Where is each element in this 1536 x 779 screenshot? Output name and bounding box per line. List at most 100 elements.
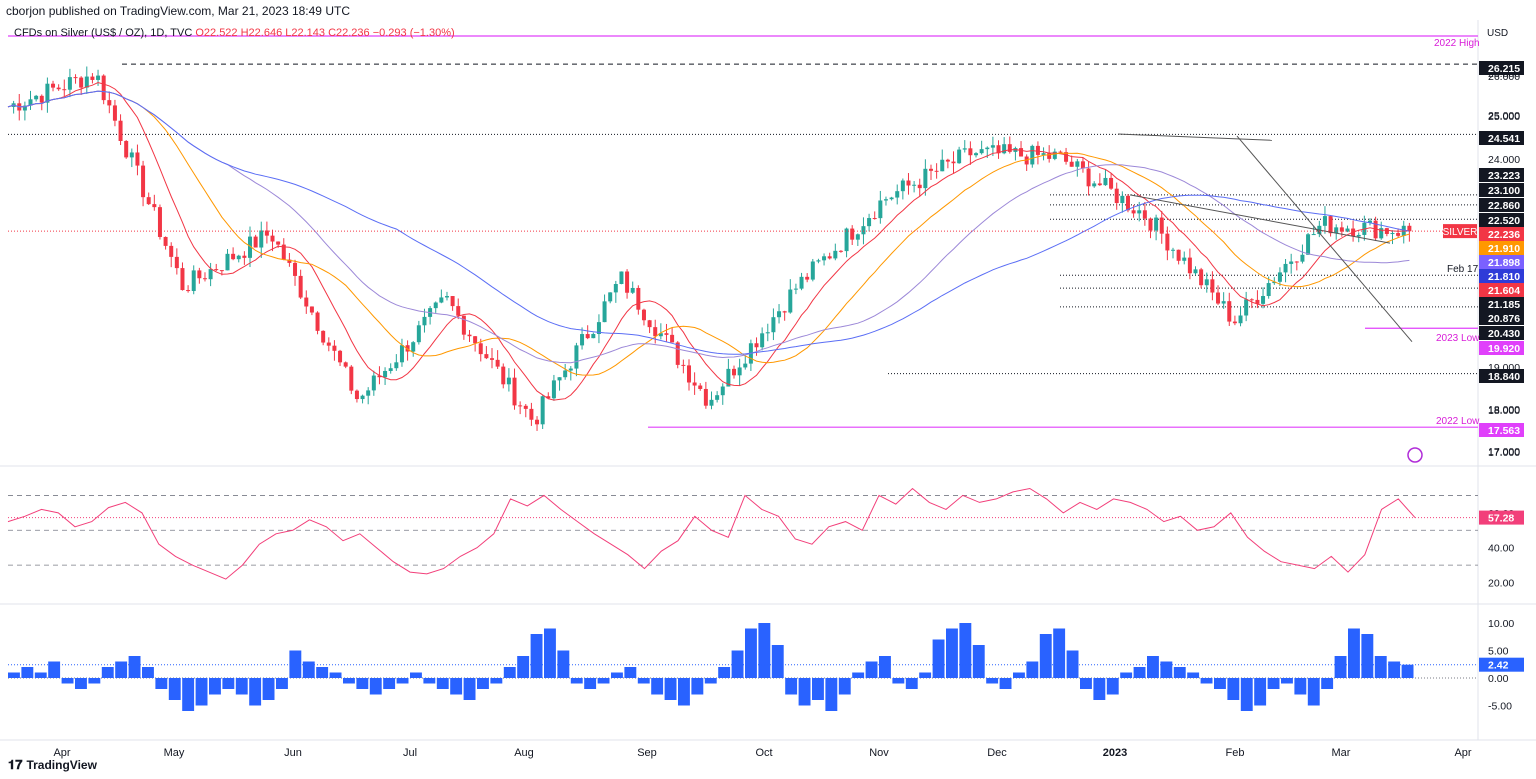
candle-body	[28, 99, 33, 106]
candle-body	[343, 362, 348, 367]
candle-body	[225, 253, 230, 271]
momentum-bar	[986, 678, 999, 684]
x-tick-label: Nov	[869, 747, 889, 759]
candle-body	[101, 75, 106, 101]
candle-body	[1064, 152, 1069, 162]
candle-body	[360, 395, 365, 400]
candle-body	[62, 89, 67, 91]
candle-body	[276, 241, 281, 245]
momentum-axis-label: 2.42	[1488, 660, 1509, 672]
candle-body	[456, 306, 461, 316]
candle-body	[782, 311, 787, 313]
candle-body	[1176, 249, 1181, 261]
candle-body	[84, 76, 89, 88]
candle-body	[163, 236, 168, 246]
momentum-bar	[423, 678, 436, 684]
candle-body	[1255, 299, 1260, 304]
momentum-bar	[1348, 628, 1360, 678]
candle-body	[1294, 261, 1299, 263]
momentum-bar	[1294, 678, 1307, 695]
momentum-bar	[691, 678, 704, 695]
momentum-bar	[745, 628, 757, 678]
price-axis-box	[1479, 341, 1524, 355]
price-axis-label: 17.563	[1488, 425, 1520, 437]
candle-body	[765, 332, 770, 334]
candle-body	[777, 311, 782, 318]
candle-body	[1069, 161, 1074, 167]
x-tick-label: Apr	[53, 747, 70, 759]
candle-body	[461, 315, 466, 335]
momentum-bar	[128, 656, 141, 678]
momentum-bar	[879, 656, 891, 678]
candle-body	[703, 388, 708, 406]
candle-body	[793, 288, 798, 290]
candle-body	[613, 284, 618, 293]
momentum-bar	[664, 678, 677, 700]
candle-body	[726, 368, 731, 387]
candle-body	[732, 368, 737, 376]
candle-body	[197, 270, 202, 279]
candle-body	[591, 334, 596, 339]
candle-body	[1052, 151, 1057, 159]
momentum-bar	[1374, 656, 1387, 678]
momentum-bar	[919, 672, 932, 678]
price-axis-box	[1479, 241, 1524, 255]
momentum-bar	[450, 678, 463, 695]
momentum-bar	[1106, 678, 1119, 695]
candle-body	[236, 255, 241, 260]
momentum-bar	[209, 678, 221, 695]
candle-body	[293, 262, 298, 276]
momentum-bar	[517, 656, 530, 678]
candle-body	[259, 230, 264, 248]
candle-body	[1047, 153, 1052, 159]
price-axis-box	[1479, 61, 1524, 75]
momentum-bar	[356, 678, 369, 689]
price-axis-box	[1479, 227, 1524, 241]
candle-body	[563, 370, 568, 378]
momentum-bar	[946, 628, 958, 678]
momentum-bar	[865, 661, 878, 678]
momentum-bar	[61, 678, 74, 684]
candle-body	[1345, 228, 1350, 232]
candle-body	[715, 395, 720, 400]
candle-body	[850, 228, 855, 240]
annotation-2022-low: 2022 Low	[1436, 416, 1480, 427]
price-axis-label: 26.000	[1488, 71, 1520, 83]
candle-body	[546, 396, 551, 399]
candle-body	[118, 120, 123, 141]
candle-body	[107, 100, 112, 106]
sma200-line	[7, 90, 1410, 355]
candle-body	[698, 385, 703, 389]
candle-body	[1216, 292, 1221, 304]
momentum-bar	[1026, 661, 1039, 678]
candle-body	[540, 396, 545, 425]
candle-body	[1154, 217, 1159, 231]
ohlc-values: O22.522 H22.646 L22.143 C22.236 −0.293 (…	[195, 27, 455, 39]
momentum-bar	[410, 672, 422, 678]
momentum-bar	[718, 667, 731, 678]
candle-body	[895, 191, 900, 198]
candle-body	[1261, 296, 1266, 304]
momentum-bar	[101, 667, 114, 678]
candle-body	[484, 354, 489, 359]
price-axis-box	[1479, 255, 1524, 269]
candle-body	[309, 306, 314, 313]
candle-body	[681, 364, 686, 366]
candle-body	[231, 253, 236, 260]
momentum-bar	[1200, 678, 1213, 684]
momentum-bar	[75, 678, 87, 689]
candle-body	[1170, 249, 1175, 251]
candle-body	[647, 320, 652, 328]
momentum-bar	[222, 678, 235, 689]
candle-body	[664, 333, 669, 335]
candle-body	[388, 368, 393, 371]
candle-body	[799, 276, 804, 289]
candle-body	[928, 168, 933, 171]
candle-body	[760, 333, 765, 348]
candle-body	[1080, 161, 1085, 169]
candle-body	[737, 367, 742, 376]
momentum-bar	[1093, 678, 1106, 700]
candle-body	[439, 297, 444, 303]
candle-body	[1266, 283, 1271, 297]
candle-body	[304, 297, 309, 307]
